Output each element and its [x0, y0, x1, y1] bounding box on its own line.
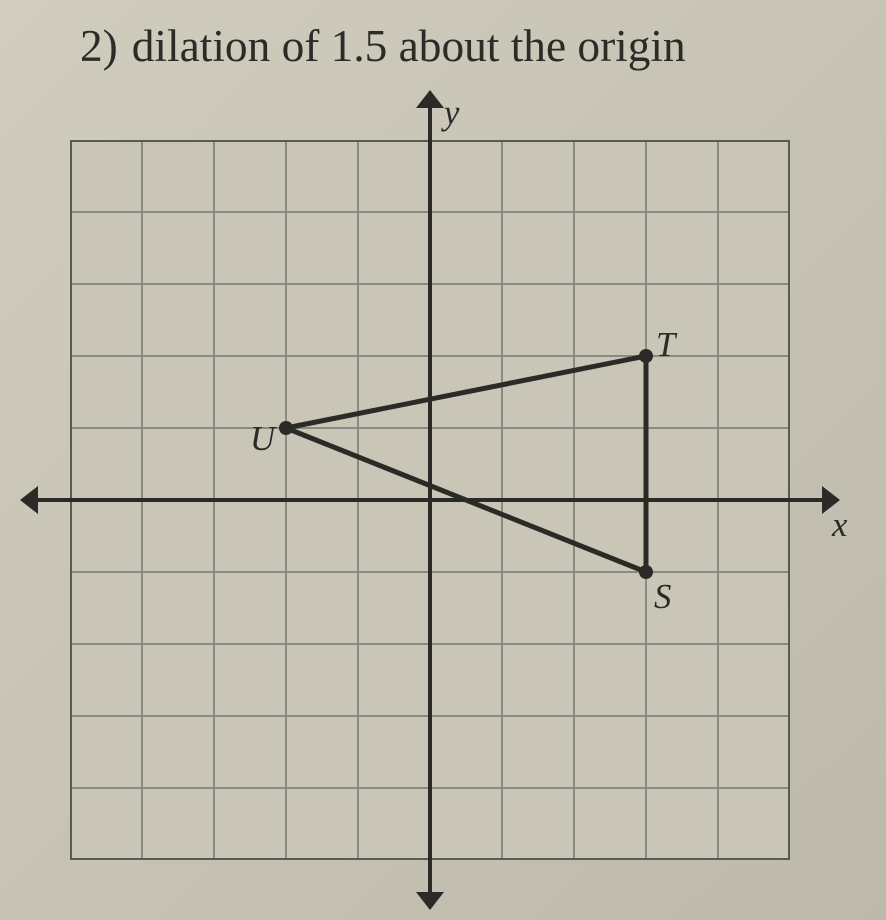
y-axis-label: y	[444, 94, 459, 133]
axis-arrow-down	[416, 892, 444, 910]
vertex-s	[639, 565, 653, 579]
axis-arrow-up	[416, 90, 444, 108]
vertex-label-t: T	[656, 326, 675, 365]
x-axis-label: x	[832, 506, 847, 545]
axis-arrow-left	[20, 486, 38, 514]
vertex-label-u: U	[250, 420, 275, 459]
coordinate-chart: y x U T S	[0, 0, 886, 920]
vertex-u	[279, 421, 293, 435]
vertex-t	[639, 349, 653, 363]
vertex-label-s: S	[654, 578, 671, 617]
triangle-svg	[0, 0, 886, 920]
y-axis	[428, 104, 432, 896]
triangle	[286, 356, 646, 572]
